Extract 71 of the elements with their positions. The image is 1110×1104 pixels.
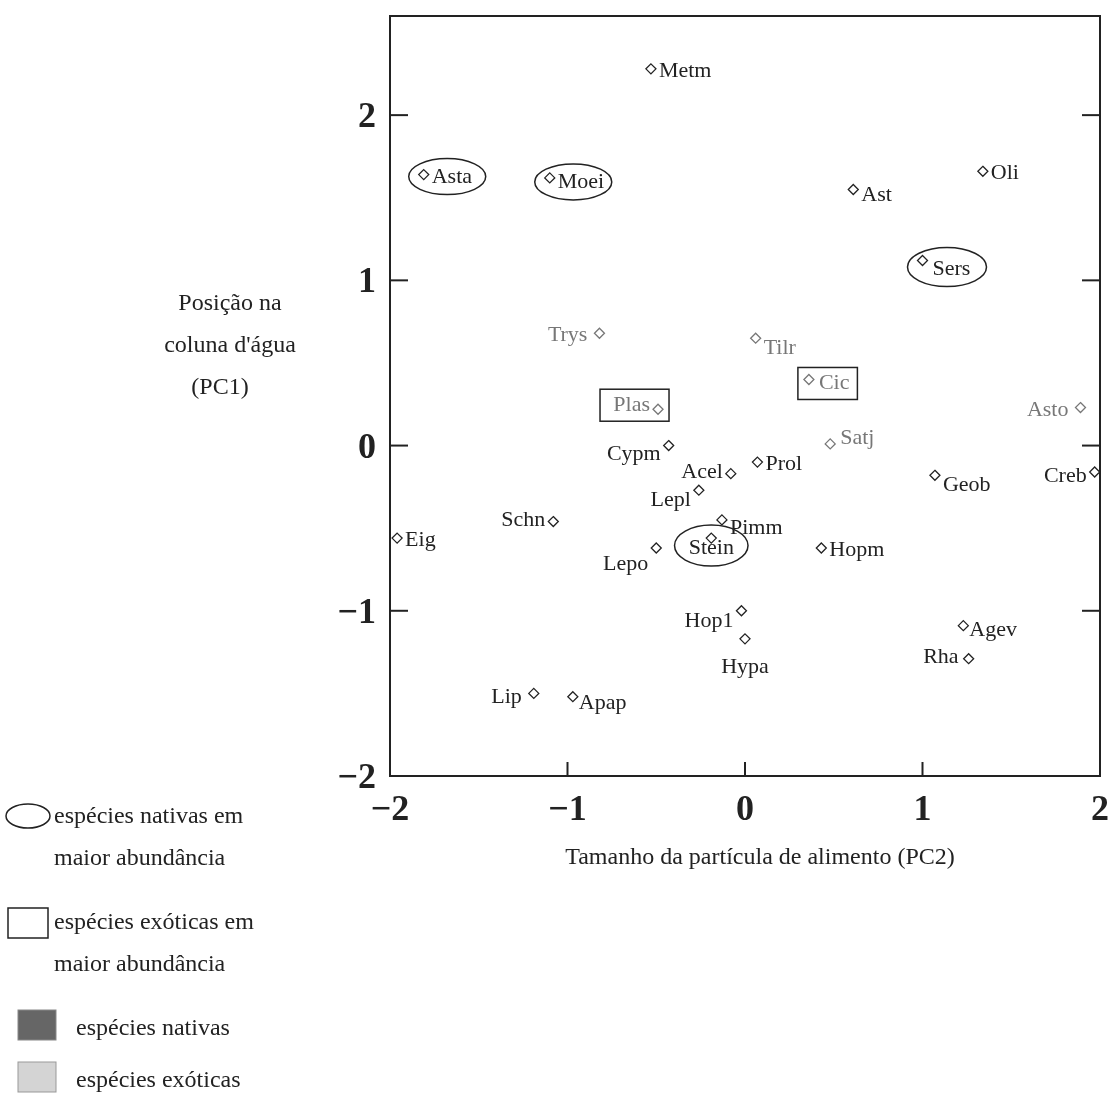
y-tick-label: −2 (337, 756, 376, 796)
text: espécies exóticas (76, 1066, 241, 1092)
data-label: Apap (578, 688, 627, 714)
point (663, 439, 675, 452)
point (650, 542, 662, 554)
data-label: Oli (990, 159, 1019, 185)
point (957, 620, 969, 632)
text: espécies exóticas em maior abundância (54, 908, 255, 976)
data-label: Rha (923, 642, 959, 668)
point (739, 633, 751, 645)
text: espécies nativas (76, 1014, 230, 1040)
point (750, 332, 762, 344)
x-tick-label: 2 (1091, 788, 1109, 828)
y-tick-label: 2 (358, 95, 376, 136)
point (735, 605, 748, 617)
point (815, 542, 827, 554)
point (567, 691, 579, 703)
data-label: Lepl (650, 486, 691, 512)
point (847, 183, 859, 196)
data-label: Hopm (829, 536, 885, 561)
point (824, 438, 836, 450)
data-label: Satj (840, 423, 875, 449)
point (751, 456, 764, 468)
point (725, 468, 737, 480)
point (593, 327, 606, 339)
point (963, 653, 975, 665)
point (544, 172, 556, 184)
data-label: Creb (1043, 462, 1087, 487)
data-label: Acel (681, 457, 723, 483)
data-label: Hop1 (684, 606, 734, 632)
point (803, 373, 815, 386)
point (693, 484, 705, 496)
x-axis-title: Tamanho da partícula de alimento (PC2) (565, 843, 955, 869)
data-label: Eig (405, 526, 436, 552)
data-label: Plas (613, 391, 651, 417)
x-tick-label: −1 (548, 788, 587, 828)
data-label: Ast (861, 181, 892, 207)
data-label: Trys (547, 321, 588, 347)
point (916, 254, 929, 267)
data-label: Geob (942, 471, 991, 497)
data-label: Lepo (603, 550, 649, 575)
text: espécies nativas em maior abundância (54, 802, 244, 870)
data-label: Tilr (763, 334, 797, 360)
point (1074, 401, 1087, 414)
data-label: Moei (557, 167, 605, 193)
point (645, 63, 657, 75)
x-tick-label: 1 (913, 788, 932, 828)
y-tick-label: −1 (337, 590, 376, 631)
point (977, 165, 989, 177)
point (528, 687, 540, 700)
data-label: Metm (658, 56, 712, 82)
data-label: Asta (431, 162, 473, 188)
point (547, 515, 559, 528)
y-tick-label: 1 (358, 260, 376, 301)
data-label: Cic (818, 369, 850, 395)
data-label: Sers (932, 254, 971, 280)
data-label: Lip (491, 683, 522, 709)
point (652, 403, 664, 415)
data-label: Hypa (721, 652, 770, 678)
y-tick-label: 0 (358, 425, 376, 466)
data-label: Agev (969, 615, 1017, 641)
point (418, 168, 430, 181)
data-label: Schn (501, 505, 546, 531)
data-label: Asto (1026, 395, 1069, 421)
y-axis-title: Posição na coluna d'água (PC1) (164, 289, 297, 399)
data-label: Cypm (606, 439, 661, 465)
data-label: Prol (765, 450, 803, 476)
point (716, 514, 728, 526)
point (929, 469, 941, 481)
point (391, 532, 403, 544)
x-tick-label: 0 (736, 788, 754, 828)
